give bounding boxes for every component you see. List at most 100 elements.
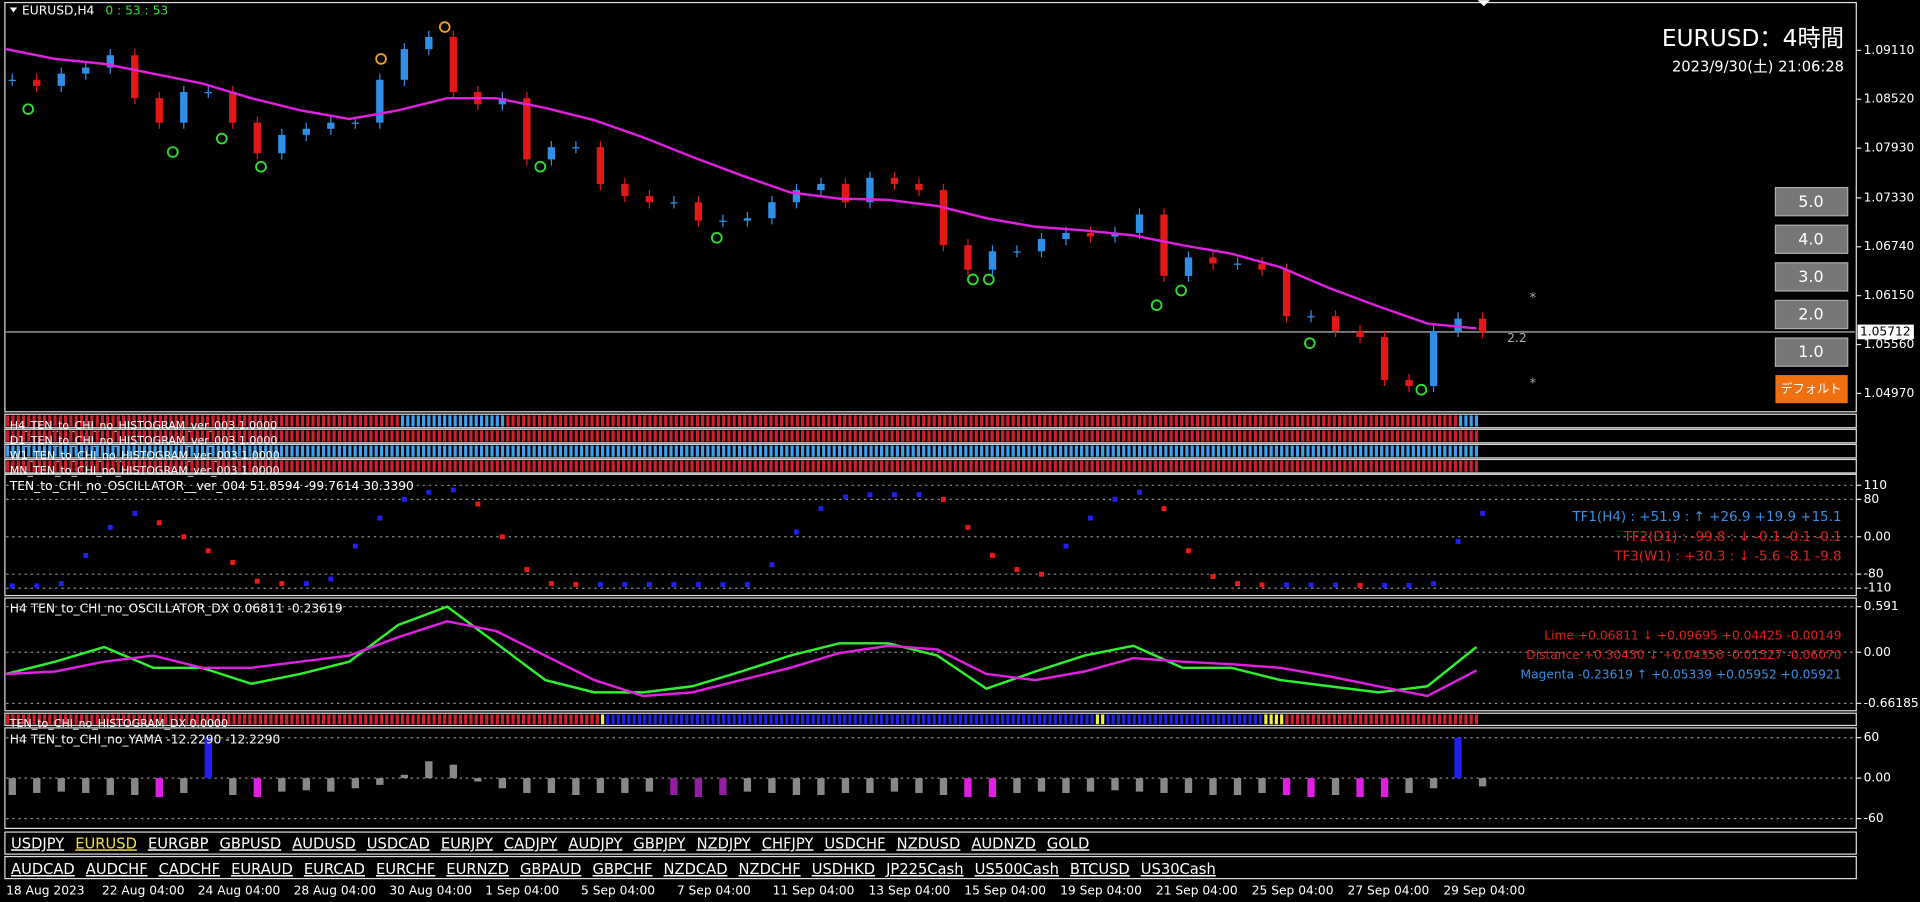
- zoom-button-label[interactable]: 1.0: [1798, 342, 1823, 361]
- symbol-link[interactable]: NZDCAD: [664, 861, 728, 878]
- strip-bar: [1201, 445, 1205, 457]
- zoom-button[interactable]: [1774, 337, 1849, 367]
- yama-bar: [841, 778, 850, 793]
- symbol-link[interactable]: CHFJPY: [762, 835, 814, 852]
- symbol-link[interactable]: EURJPY: [441, 835, 493, 852]
- strip-bar: [1137, 460, 1142, 472]
- yama-bar: [82, 778, 90, 793]
- strip-bar: [585, 430, 589, 442]
- zoom-button[interactable]: [1774, 224, 1849, 254]
- default-button[interactable]: [1775, 375, 1848, 404]
- strip-bar: [848, 714, 852, 725]
- symbol-link[interactable]: USDCHF: [824, 835, 885, 852]
- symbol-link[interactable]: USDCAD: [367, 835, 430, 852]
- zoom-button[interactable]: [1774, 299, 1849, 330]
- strip-bar: [1001, 714, 1005, 725]
- zoom-button-label[interactable]: 3.0: [1798, 267, 1823, 286]
- strip-bar: [1401, 714, 1405, 725]
- symbol-link[interactable]: AUDUSD: [292, 835, 356, 852]
- symbol-link[interactable]: US30Cash: [1141, 861, 1216, 878]
- symbol-link[interactable]: US500Cash: [975, 861, 1059, 878]
- symbol-link[interactable]: BTCUSD: [1070, 861, 1130, 878]
- zoom-button-label[interactable]: 5.0: [1798, 192, 1823, 211]
- yama-bar: [547, 778, 556, 793]
- strip-bar: [1080, 714, 1084, 725]
- strip-bar: [1090, 415, 1094, 427]
- symbol-link[interactable]: NZDCHF: [739, 861, 801, 878]
- strip-bar: [764, 460, 768, 472]
- zoom-button[interactable]: [1774, 186, 1849, 217]
- symbol-link[interactable]: EURCAD: [304, 861, 365, 878]
- strip-bar: [90, 714, 94, 725]
- strip-bar: [585, 415, 589, 427]
- strip-bar: [564, 430, 568, 442]
- strip-bar: [1127, 430, 1131, 442]
- strip-bar: [1280, 430, 1284, 442]
- strip-bar: [48, 714, 52, 725]
- symbol-link[interactable]: NZDJPY: [697, 835, 751, 852]
- strip-bar: [279, 445, 284, 457]
- strip-bar: [801, 714, 805, 725]
- strip-bar: [27, 714, 31, 725]
- symbol-link[interactable]: GOLD: [1047, 835, 1089, 852]
- symbol-link[interactable]: USDHKD: [812, 861, 875, 878]
- symbol-link[interactable]: GBPUSD: [220, 835, 282, 852]
- datetime: 2023/9/30(土) 21:06:28: [1672, 58, 1844, 75]
- symbol-link[interactable]: EURGBP: [148, 835, 209, 852]
- strip-bar: [785, 445, 789, 457]
- strip-bar: [1306, 445, 1310, 457]
- yama-bar: [1209, 778, 1217, 795]
- strip-bar: [1027, 415, 1031, 427]
- osc-dot: [965, 524, 971, 530]
- strip-bar: [406, 430, 410, 442]
- symbol-link[interactable]: USDJPY: [11, 835, 64, 852]
- strip-bar: [179, 714, 184, 725]
- symbol-link[interactable]: GBPCHF: [592, 861, 652, 878]
- strip-bar: [474, 415, 478, 427]
- symbol-link[interactable]: AUDJPY: [568, 835, 622, 852]
- symbol-link[interactable]: AUDCHF: [86, 861, 148, 878]
- symbol-link[interactable]: GBPJPY: [633, 835, 685, 852]
- symbol-link[interactable]: EURNZD: [446, 861, 509, 878]
- strip-bar: [1474, 445, 1479, 457]
- symbol-link[interactable]: EURCHF: [376, 861, 435, 878]
- symbol-link[interactable]: EURUSD: [75, 835, 137, 852]
- symbol-link[interactable]: GBPAUD: [520, 861, 581, 878]
- strip-bar: [616, 445, 620, 457]
- zoom-button-label[interactable]: 2.0: [1798, 305, 1823, 324]
- symbol-link[interactable]: AUDNZD: [971, 835, 1035, 852]
- strip-bar: [1159, 430, 1163, 442]
- strip-bar: [327, 445, 331, 457]
- symbol-link[interactable]: CADJPY: [504, 835, 557, 852]
- strip-bar: [711, 415, 715, 427]
- strip-bar: [448, 430, 452, 442]
- strip-bar: [1474, 714, 1479, 725]
- strip-bar: [1395, 460, 1400, 472]
- strip-bar: [1043, 415, 1047, 427]
- symbol-link[interactable]: EURAUD: [231, 861, 293, 878]
- strip-bar: [1027, 714, 1031, 725]
- zoom-button[interactable]: [1774, 262, 1849, 292]
- strip-bar: [600, 415, 605, 427]
- strip-bar: [211, 714, 215, 725]
- symbol-link[interactable]: NZDUSD: [897, 835, 961, 852]
- osc-dot: [597, 582, 603, 587]
- strip-bar: [764, 714, 768, 725]
- strip-bar: [290, 430, 294, 442]
- default-button-label[interactable]: デフォルト: [1780, 381, 1841, 396]
- symbol-link[interactable]: JP225Cash: [885, 861, 963, 878]
- symbol-link[interactable]: AUDCAD: [11, 861, 75, 878]
- strip-bar: [722, 415, 726, 427]
- strip-bar: [137, 415, 141, 427]
- symbol-link[interactable]: CADCHF: [159, 861, 220, 878]
- strip-bar: [1095, 460, 1099, 472]
- strip-bar: [21, 460, 26, 472]
- strip-bar: [1443, 415, 1447, 427]
- strip-bar: [243, 460, 247, 472]
- strip-bar: [69, 415, 73, 427]
- main-frame: [4, 1, 1857, 413]
- strip-bar: [553, 415, 557, 427]
- strip-bar: [937, 714, 942, 725]
- zoom-button-label[interactable]: 4.0: [1798, 229, 1823, 248]
- strip-bar: [464, 460, 468, 472]
